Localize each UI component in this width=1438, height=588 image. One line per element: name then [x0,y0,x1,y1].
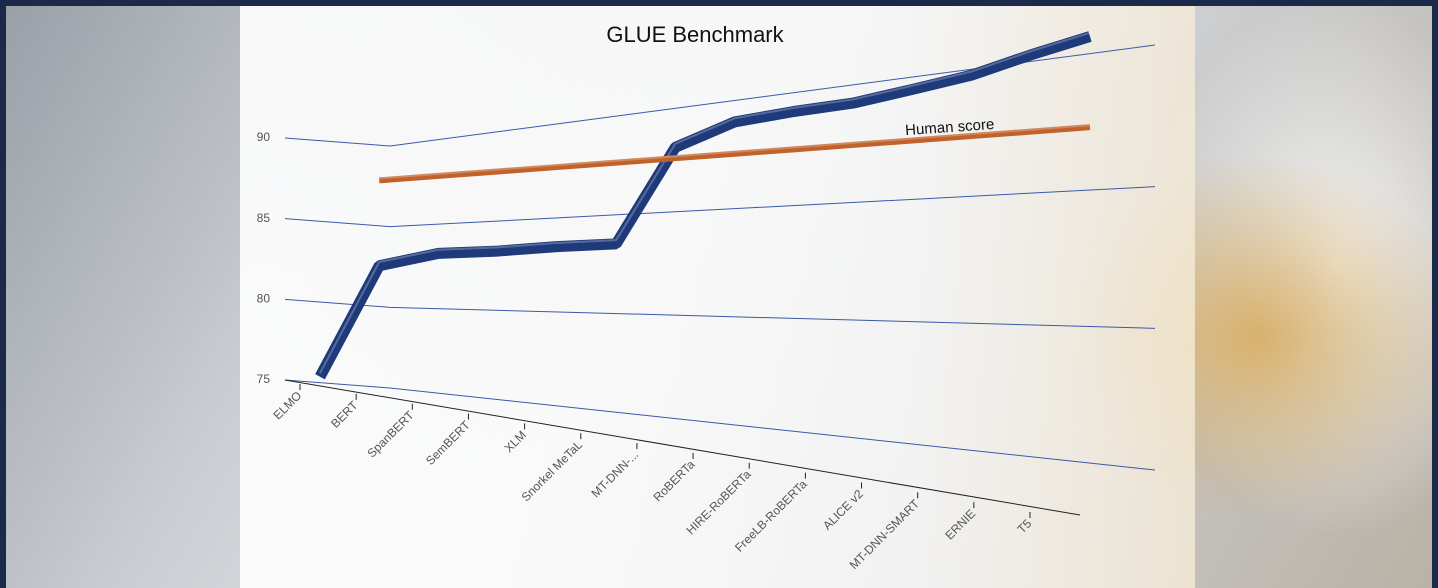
x-tick-label: MT-DNN-SMART [847,496,923,572]
x-tick-label: ALICE v2 [820,487,866,533]
series-highlight [379,124,1091,180]
grid-line [284,186,1156,228]
series-highlight [319,31,1091,374]
series-label: Human score [905,116,995,139]
x-tick-label: ELMO [270,388,304,422]
y-tick-label: 85 [257,211,271,225]
x-tick-label: MT-DNN-... [588,448,641,501]
x-tick-label: RoBERTa [650,457,697,504]
x-tick-label: SemBERT [423,418,473,468]
x-tick-label: FreeLB-RoBERTa [732,477,810,555]
grid-line [284,44,1156,147]
x-axis [284,379,1081,516]
series-line [315,31,1092,380]
x-tick-label: ERNIE [942,507,978,543]
x-tick-label: T5 [1015,516,1035,536]
x-tick-label: Snorkel MeTaL [519,437,586,504]
x-tick-label: SpanBERT [364,408,417,461]
grid-line [284,379,1156,471]
x-tick-label: HIRE-RoBERTa [683,467,753,537]
series-line [379,124,1091,184]
y-tick-label: 80 [257,292,271,306]
x-tick-label: BERT [328,398,361,431]
grid-line [284,298,1156,329]
y-tick-label: 75 [257,372,271,386]
x-tick-label: XLM [502,428,529,455]
chart-title: GLUE Benchmark [606,22,784,47]
y-tick-label: 90 [257,130,271,144]
